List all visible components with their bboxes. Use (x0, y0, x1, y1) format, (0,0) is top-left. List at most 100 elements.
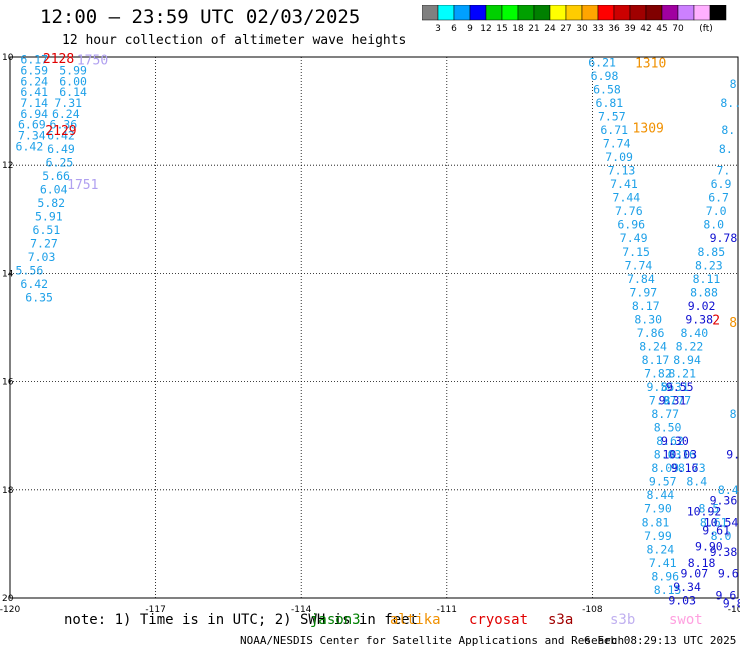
wave-height-label: 8.23 (695, 258, 723, 272)
wave-height-label: 7.82 (644, 366, 672, 380)
colorbar-label: 42 (640, 24, 651, 34)
wave-height-label: 7.15 (622, 245, 650, 259)
wave-height-label: 9.07 (680, 567, 708, 581)
wave-height-label: 9.55 (666, 380, 694, 394)
y-tick-label: 16 (2, 378, 14, 388)
colorbar-label: 27 (560, 24, 571, 34)
chart-title: 12:00 – 23:59 UTC 02/03/2025 (40, 6, 361, 28)
wave-height-label: 6.42 (20, 277, 48, 291)
wave-height-label: 6.35 (25, 291, 53, 305)
wave-height-label: 7.14 (20, 96, 48, 110)
wave-height-label: 5.91 (35, 210, 63, 224)
wave-height-label: 8.62 (656, 434, 684, 448)
orbit-number-label: 2129 (45, 124, 76, 139)
wave-height-label: 8 (730, 407, 737, 421)
colorbar-label: 21 (528, 24, 539, 34)
legend-altika: altika (390, 612, 441, 628)
wave-height-label: 8.94 (673, 353, 701, 367)
wave-height-label: 6.9 (711, 177, 732, 191)
chart-subtitle: 12 hour collection of altimeter wave hei… (62, 33, 407, 48)
wave-height-label: 8.18 (688, 556, 716, 570)
colorbar-label: 45 (656, 24, 667, 34)
y-tick-label: 10 (2, 53, 14, 63)
wave-height-label: 7.09 (605, 150, 633, 164)
wave-height-label: 8.77 (663, 394, 691, 408)
orbit-number-label: 1309 (633, 121, 664, 136)
wave-height-label: 5.82 (37, 196, 65, 210)
legend-s3a: s3a (548, 612, 574, 628)
wave-height-label: 7.74 (625, 258, 653, 272)
wave-height-label: 7.44 (613, 191, 641, 205)
wave-height-label: 8.88 (690, 285, 718, 299)
wave-height-label: 7.76 (615, 204, 643, 218)
wave-height-label: 7.34 (18, 128, 46, 142)
wave-height-label: 8.40 (680, 326, 708, 340)
wave-height-label: 8.31 (661, 380, 689, 394)
wave-height-label: 6.81 (596, 96, 624, 110)
wave-height-label: 9.57 (649, 475, 677, 489)
wave-height-label: 8.03 (654, 448, 682, 462)
wave-height-label: 8.15 (654, 583, 682, 597)
colorbar-label: 30 (576, 24, 588, 34)
wave-height-label: 6.24 (20, 74, 48, 88)
wave-height-label: 9.56 (646, 380, 674, 394)
wave-height-label: 8.4 (686, 475, 707, 489)
wave-height-label: 8.81 (642, 515, 670, 529)
wave-height-label: 6.49 (47, 142, 75, 156)
footer-credit: NOAA/NESDIS Center for Satellite Applica… (240, 634, 625, 647)
colorbar-label: 9 (467, 24, 473, 34)
colorbar-label: 12 (480, 24, 491, 34)
wave-height-label: 8.96 (651, 569, 679, 583)
wave-height-label: 7.49 (620, 231, 648, 245)
wave-height-label: 6.42 (47, 128, 75, 142)
wave-height-label: 8.73 (678, 461, 706, 475)
wave-height-label: 6.41 (20, 85, 48, 99)
wave-height-label: 8.24 (639, 339, 667, 353)
orbit-number-label: 1310 (635, 56, 666, 71)
footer-note: note: 1) Time is in UTC; 2) SWH is in fe… (64, 612, 419, 628)
wave-height-label: 9.31 (659, 394, 687, 408)
wave-height-label: 8.. (720, 96, 740, 110)
colorbar-label: 36 (608, 24, 620, 34)
wave-height-label: 9.36 (710, 494, 738, 508)
wave-height-label: 7.03 (28, 250, 56, 264)
wave-height-label: 8.5 (698, 502, 719, 516)
y-tick-label: 14 (2, 269, 14, 279)
wave-height-label: 9.8 (723, 596, 740, 610)
wave-height-label: 7.31 (54, 96, 82, 110)
wave-height-label: 7.27 (30, 237, 58, 251)
wave-height-label: 7.97 (649, 394, 677, 408)
x-tick-label: -117 (145, 605, 165, 615)
wave-height-label: 7.86 (637, 326, 665, 340)
orbit-number-label: 1751 (67, 178, 98, 193)
wave-height-label: 8. (721, 123, 735, 137)
colorbar-label: 3 (435, 24, 441, 34)
wave-height-label: 8.0 (703, 218, 724, 232)
wave-height-label: 9.38 (685, 312, 713, 326)
wave-height-label: 9.30 (661, 434, 689, 448)
wave-height-label: 6.42 (16, 139, 44, 153)
wave-height-label: 6.96 (617, 218, 645, 232)
y-tick-label: 12 (2, 161, 13, 171)
wave-height-label: 7. (717, 164, 731, 178)
wave-height-label: 6.04 (40, 183, 68, 197)
wave-height-label: 8.44 (646, 488, 674, 502)
legend-s3b: s3b (610, 612, 636, 628)
colorbar-swatch (709, 5, 727, 21)
wave-height-label: 7.97 (630, 285, 658, 299)
wave-height-label: 8.77 (651, 407, 679, 421)
wave-height-label: 9.02 (688, 299, 716, 313)
legend-swot: swot (669, 612, 703, 628)
wave-height-label: 10.92 (687, 504, 722, 518)
x-tick-label: -114 (291, 605, 312, 615)
wave-height-label: 7.41 (649, 556, 677, 570)
wave-height-label: 6.36 (50, 118, 78, 132)
wave-height-label: 7.90 (644, 502, 672, 516)
wave-height-label: 7.99 (644, 529, 672, 543)
wave-height-label: 5.99 (59, 64, 87, 78)
wave-height-label: 6.71 (600, 123, 628, 137)
wave-height-label: 7.74 (603, 137, 631, 151)
wave-height-label: 5.56 (16, 264, 44, 278)
wave-height-label: 8.11 (693, 272, 721, 286)
